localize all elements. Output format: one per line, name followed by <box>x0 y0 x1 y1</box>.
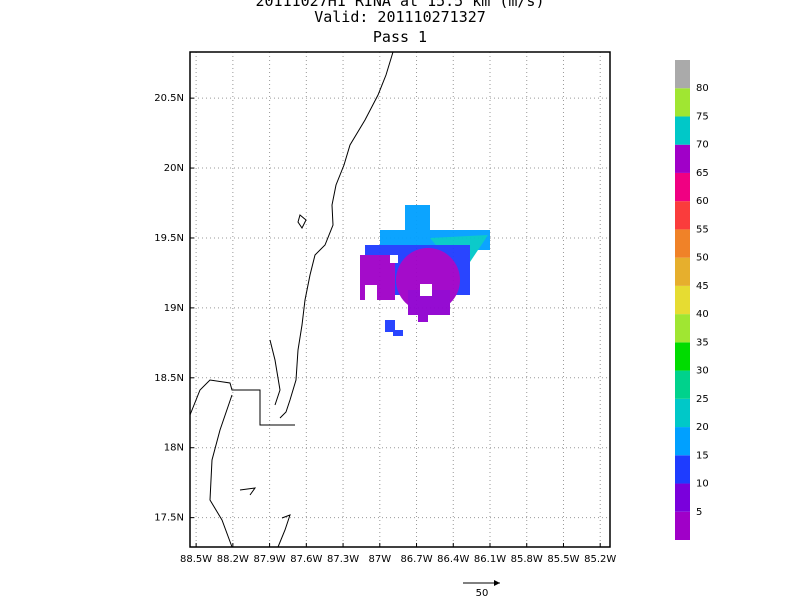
colorbar-label: 45 <box>696 281 709 292</box>
colorbar-label: 65 <box>696 168 709 179</box>
y-tick-label: 20.5N <box>154 93 184 104</box>
y-tick-label: 20N <box>164 163 184 174</box>
colorbar-segment <box>675 172 690 202</box>
valid-time: Valid: 201110271327 <box>314 8 486 26</box>
colorbar-segment <box>675 144 690 173</box>
colorbar-label: 55 <box>696 224 709 235</box>
x-tick-label: 85.2W <box>584 554 616 565</box>
colorbar-segment <box>675 60 690 89</box>
y-tick-label: 19N <box>164 303 184 314</box>
colorbar-segment <box>675 314 690 343</box>
colorbar-label: 80 <box>696 83 709 94</box>
y-tick-label: 19.5N <box>154 233 184 244</box>
y-tick-label: 17.5N <box>154 513 184 524</box>
reference-arrowhead <box>494 580 500 586</box>
colorbar-label: 60 <box>696 196 709 207</box>
colorbar-segment <box>675 398 690 428</box>
colorbar-segment <box>675 88 690 117</box>
coastline <box>189 51 394 548</box>
x-tick-label: 86.4W <box>437 554 469 565</box>
colorbar-label: 15 <box>696 450 709 461</box>
colorbar-label: 35 <box>696 337 709 348</box>
pass: Pass 1 <box>373 28 427 46</box>
colorbar-label: 70 <box>696 140 709 151</box>
colorbar-label: 20 <box>696 422 709 433</box>
title: 20111027H1 RINA at 15.5 km (m/s) <box>256 0 545 10</box>
x-tick-label: 85.8W <box>511 554 543 565</box>
x-tick-label: 87.9W <box>254 554 286 565</box>
map-frame <box>189 51 611 548</box>
colorbar-segment <box>675 229 690 258</box>
colorbar-segment <box>675 285 690 315</box>
grid: 88.5W 88.2W 87.9W 87.6W 87.3W 87W 86.7W 86.4W 86… <box>154 52 616 565</box>
colorbar-label: 75 <box>696 111 709 122</box>
x-tick-label: 87.6W <box>290 554 322 565</box>
x-tick-label: 86.1W <box>474 554 506 565</box>
x-tick-label: 87W <box>368 554 391 565</box>
colorbar-label: 40 <box>696 309 709 320</box>
colorbar: 5 10 15 20 25 30 35 40 45 50 55 60 65 70 75 80 <box>675 60 709 540</box>
x-tick-label: 86.7W <box>400 554 432 565</box>
x-tick-label: 87.3W <box>327 554 359 565</box>
colorbar-segment <box>675 511 690 540</box>
colorbar-label: 5 <box>696 507 702 518</box>
y-tick-label: 18N <box>164 443 184 454</box>
y-tick-label: 18.5N <box>154 373 184 384</box>
colorbar-segment <box>675 370 690 399</box>
x-tick-label: 88.2W <box>217 554 249 565</box>
echoes <box>360 205 490 336</box>
colorbar-label: 25 <box>696 394 709 405</box>
reference-label: 50 <box>476 588 489 599</box>
colorbar-label: 10 <box>696 479 709 490</box>
colorbar-label: 50 <box>696 253 709 264</box>
colorbar-segment <box>675 455 690 484</box>
colorbar-segment <box>675 342 690 371</box>
colorbar-label: 30 <box>696 366 709 377</box>
colorbar-segment <box>675 201 690 230</box>
x-tick-label: 88.5W <box>180 554 212 565</box>
colorbar-segment <box>675 116 690 145</box>
colorbar-segment <box>675 257 690 286</box>
colorbar-segment <box>675 427 690 456</box>
colorbar-segment <box>675 483 690 512</box>
x-tick-label: 85.5W <box>547 554 579 565</box>
